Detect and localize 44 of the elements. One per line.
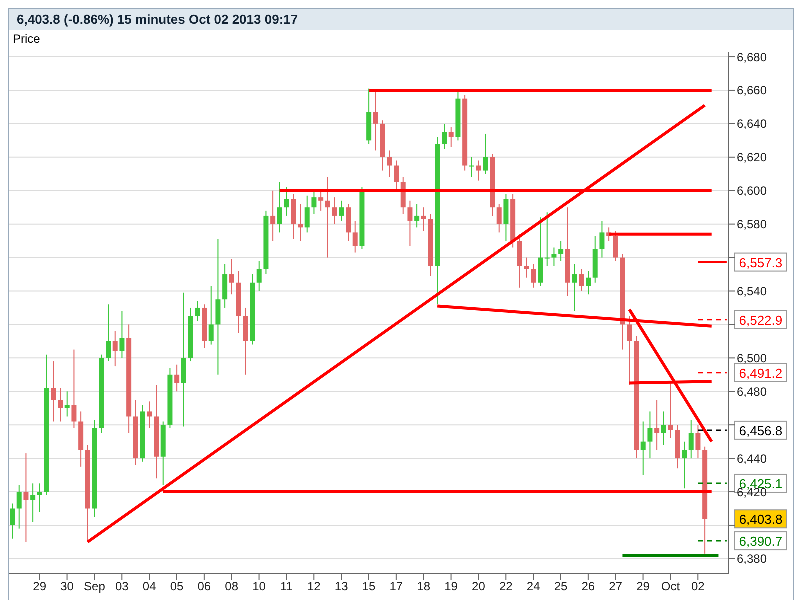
y-tick-label: 6,480 [737,384,768,399]
x-tick-label: 02 [691,580,706,594]
x-tick-label: 30 [60,580,74,594]
y-tick-label: 6,640 [737,117,768,132]
x-tick-label: 13 [334,580,349,594]
x-tick-label: 12 [307,580,322,594]
x-tick-label: 25 [554,580,568,594]
x-tick-label: 10 [252,580,266,594]
y-tick-label: 6,680 [737,50,768,64]
y-tick-label: 6,380 [737,552,768,566]
x-tick-label: 05 [170,580,184,594]
y-tick-label: 6,620 [737,150,768,165]
y-tick-label: 6,660 [737,84,768,98]
ref-line-label: 6,557.3 [739,255,783,270]
x-tick-label: Oct [661,580,681,594]
x-tick-label: 29 [33,580,47,594]
y-tick-label: 6,540 [737,284,768,299]
y-axis-title: Price [13,32,40,46]
y-tick-label: 6,580 [737,218,768,232]
text: 6,403.8 [739,512,783,528]
y-tick-label: 6,600 [737,184,768,198]
x-tick-label: 27 [609,580,623,594]
x-tick-label: 29 [636,580,650,594]
x-tick-label: 04 [142,580,157,594]
x-tick-label: 26 [582,580,596,594]
chart-title: 6,403.8 (-0.86%) 15 minutes Oct 02 2013 09:17 [9,9,793,30]
x-tick-label: 20 [472,580,486,594]
ref-line-label: 6,522.9 [739,312,783,328]
x-tick-label: 08 [225,580,239,594]
x-tick-label: 18 [417,580,431,594]
x-tick-label: 24 [526,580,541,594]
x-tick-label: 19 [444,580,458,594]
x-tick-label: 03 [115,580,130,594]
ref-line-label: 6,456.8 [739,423,783,438]
x-tick-label: 06 [198,580,212,594]
x-tick-label: 11 [280,580,294,594]
x-tick-label: Sep [84,580,106,594]
ref-line-label: 6,390.7 [739,534,783,550]
x-tick-label: 22 [499,580,514,594]
ref-line-label: 6,491.2 [739,366,783,381]
y-tick-label: 6,440 [737,452,768,466]
x-tick-label: 17 [390,580,404,594]
y-tick-label: 6,500 [737,351,768,366]
x-tick-label: 15 [362,580,376,594]
